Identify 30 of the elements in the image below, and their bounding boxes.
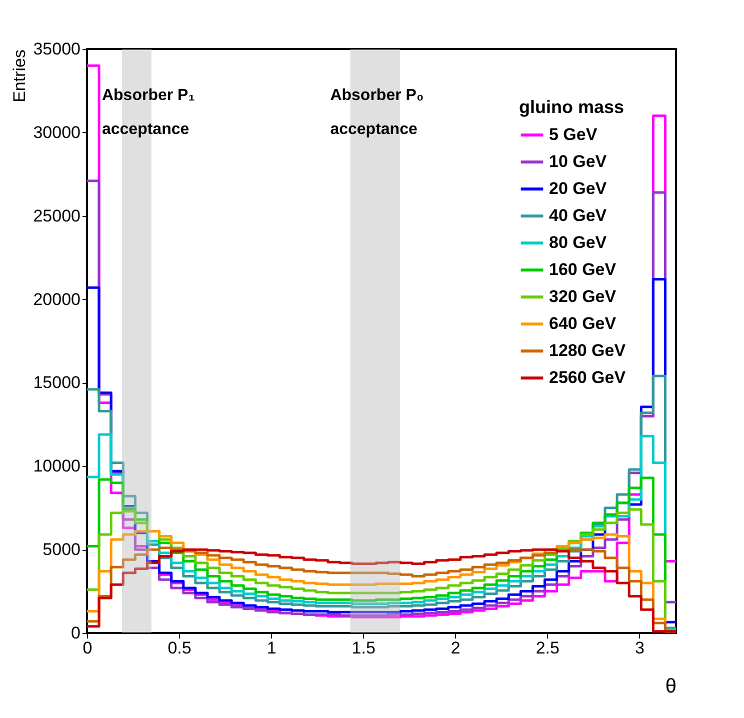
y-axis-title: Entries: [10, 50, 30, 102]
y-tick-label: 25000: [33, 206, 80, 226]
x-tick-label: 0.5: [168, 638, 192, 658]
y-tick-label: 15000: [33, 373, 80, 392]
legend-label: 320 GeV: [549, 287, 617, 306]
legend-label: 640 GeV: [549, 314, 617, 333]
y-tick-label: 35000: [33, 40, 80, 58]
legend-label: 5 GeV: [549, 125, 598, 144]
x-axis-title: θ: [665, 676, 676, 698]
legend-label: 20 GeV: [549, 179, 608, 198]
band-label: Absorber P₁ acceptance: [102, 87, 196, 138]
legend-label: 10 GeV: [549, 152, 608, 171]
x-tick-label: 0: [82, 638, 92, 658]
y-tick-label: 5000: [42, 540, 80, 560]
legend-title: gluino mass: [519, 97, 624, 117]
band-label: Absorber P₀ acceptance: [330, 87, 424, 138]
legend-label: 2560 GeV: [549, 368, 626, 387]
x-tick-label: 1.5: [352, 638, 376, 658]
y-tick-label: 30000: [33, 122, 80, 142]
y-tick-label: 0: [71, 624, 80, 642]
y-tick-label: 10000: [33, 456, 80, 476]
x-tick-label: 2: [450, 638, 460, 658]
y-tick-label: 20000: [33, 290, 80, 309]
x-tick-label: 3: [634, 638, 644, 658]
legend-label: 1280 GeV: [549, 341, 626, 360]
legend-label: 80 GeV: [549, 233, 608, 252]
legend-label: 160 GeV: [549, 260, 617, 279]
x-tick-label: 2.5: [536, 638, 560, 658]
x-tick-label: 1: [266, 638, 276, 658]
legend-label: 40 GeV: [549, 206, 608, 225]
